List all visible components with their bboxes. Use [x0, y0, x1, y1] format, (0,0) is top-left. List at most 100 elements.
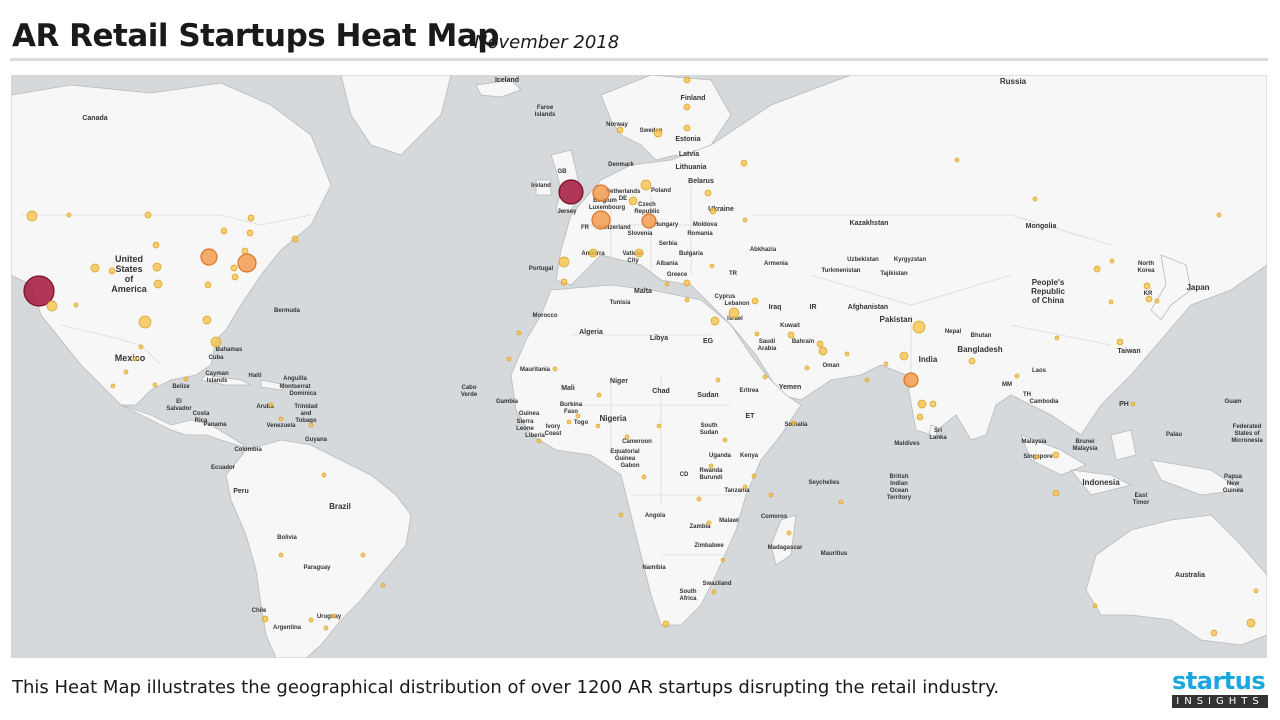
- startup-bubble-71[interactable]: [132, 356, 138, 362]
- startup-bubble-98[interactable]: [715, 377, 721, 383]
- startup-bubble-53[interactable]: [152, 241, 160, 249]
- startup-bubble-13[interactable]: [588, 248, 598, 258]
- startup-bubble-78[interactable]: [321, 472, 327, 478]
- startup-bubble-103[interactable]: [552, 366, 558, 372]
- hub-bubble-6[interactable]: [237, 253, 257, 273]
- startup-bubble-43[interactable]: [1054, 335, 1060, 341]
- startup-bubble-38[interactable]: [1052, 489, 1060, 497]
- startup-bubble-100[interactable]: [536, 438, 542, 444]
- startup-bubble-105[interactable]: [566, 419, 572, 425]
- startup-bubble-81[interactable]: [308, 617, 314, 623]
- world-map-svg[interactable]: Iceland Faroe Islands Finland Norway Sweden Es…: [11, 75, 1267, 658]
- startup-bubble-45[interactable]: [1130, 401, 1136, 407]
- startup-bubble-83[interactable]: [331, 613, 337, 619]
- startup-bubble-47[interactable]: [1032, 196, 1038, 202]
- startup-bubble-113[interactable]: [768, 492, 774, 498]
- startup-bubble-40[interactable]: [1210, 629, 1218, 637]
- startup-bubble-41[interactable]: [1253, 588, 1259, 594]
- startup-bubble-14[interactable]: [634, 248, 644, 258]
- startup-bubble-80[interactable]: [380, 582, 386, 588]
- startup-bubble-109[interactable]: [754, 331, 760, 337]
- startup-bubble-91[interactable]: [722, 437, 728, 443]
- startup-bubble-102[interactable]: [506, 356, 512, 362]
- startup-bubble-72[interactable]: [138, 344, 144, 350]
- startup-bubble-74[interactable]: [183, 376, 189, 382]
- hub-bubble-7[interactable]: [903, 372, 919, 388]
- startup-bubble-6[interactable]: [704, 189, 712, 197]
- startup-bubble-87[interactable]: [711, 589, 717, 595]
- hub-bubble-0[interactable]: [23, 275, 55, 307]
- startup-bubble-64[interactable]: [291, 235, 299, 243]
- startup-bubble-84[interactable]: [261, 615, 269, 623]
- startup-bubble-50[interactable]: [153, 279, 163, 289]
- startup-bubble-117[interactable]: [864, 377, 870, 383]
- startup-bubble-115[interactable]: [838, 499, 844, 505]
- startup-bubble-104[interactable]: [575, 413, 581, 419]
- startup-bubble-31[interactable]: [1143, 282, 1151, 290]
- startup-bubble-1[interactable]: [653, 128, 663, 138]
- startup-bubble-49[interactable]: [1216, 212, 1222, 218]
- startup-bubble-90[interactable]: [742, 484, 748, 490]
- startup-bubble-82[interactable]: [323, 625, 329, 631]
- startup-bubble-34[interactable]: [1116, 338, 1124, 346]
- startup-bubble-99[interactable]: [656, 423, 662, 429]
- startup-bubble-92[interactable]: [708, 463, 714, 469]
- startup-bubble-62[interactable]: [230, 264, 238, 272]
- startup-bubble-110[interactable]: [762, 374, 768, 380]
- startup-bubble-77[interactable]: [308, 422, 314, 428]
- startup-bubble-76[interactable]: [278, 416, 284, 422]
- startup-bubble-101[interactable]: [516, 330, 522, 336]
- startup-bubble-44[interactable]: [1014, 373, 1020, 379]
- startup-bubble-107[interactable]: [664, 281, 670, 287]
- startup-bubble-8[interactable]: [683, 103, 691, 111]
- startup-bubble-58[interactable]: [210, 336, 222, 348]
- startup-bubble-2[interactable]: [683, 124, 691, 132]
- startup-bubble-24[interactable]: [912, 320, 926, 334]
- startup-bubble-60[interactable]: [220, 227, 228, 235]
- startup-bubble-88[interactable]: [720, 557, 726, 563]
- startup-bubble-63[interactable]: [241, 247, 249, 255]
- startup-bubble-106[interactable]: [596, 392, 602, 398]
- startup-bubble-20[interactable]: [787, 331, 795, 339]
- startup-bubble-51[interactable]: [138, 315, 152, 329]
- startup-bubble-54[interactable]: [90, 263, 100, 273]
- startup-bubble-112[interactable]: [751, 473, 757, 479]
- hub-bubble-9[interactable]: [26, 210, 38, 222]
- startup-bubble-79[interactable]: [360, 552, 366, 558]
- startup-bubble-22[interactable]: [818, 346, 828, 356]
- startup-bubble-35[interactable]: [1154, 298, 1160, 304]
- startup-bubble-10[interactable]: [742, 217, 748, 223]
- startup-bubble-26[interactable]: [968, 357, 976, 365]
- startup-bubble-39[interactable]: [1246, 618, 1256, 628]
- startup-bubble-18[interactable]: [710, 316, 720, 326]
- startup-bubble-66[interactable]: [144, 211, 152, 219]
- world-map[interactable]: Iceland Faroe Islands Finland Norway Sweden Es…: [11, 75, 1267, 658]
- startup-bubble-7[interactable]: [740, 159, 748, 167]
- startup-bubble-25[interactable]: [899, 351, 909, 361]
- startup-bubble-65[interactable]: [246, 229, 254, 237]
- startup-bubble-21[interactable]: [816, 340, 824, 348]
- hub-bubble-4[interactable]: [641, 213, 657, 229]
- startup-bubble-95[interactable]: [641, 474, 647, 480]
- startup-bubble-30[interactable]: [1093, 265, 1101, 273]
- startup-bubble-36[interactable]: [1052, 451, 1060, 459]
- hub-bubble-2[interactable]: [592, 184, 610, 202]
- startup-bubble-94[interactable]: [595, 423, 601, 429]
- hub-bubble-3[interactable]: [591, 210, 611, 230]
- startup-bubble-68[interactable]: [73, 302, 79, 308]
- startup-bubble-12[interactable]: [558, 256, 570, 268]
- startup-bubble-85[interactable]: [278, 552, 284, 558]
- startup-bubbles[interactable]: [23, 76, 1259, 637]
- startup-bubble-59[interactable]: [247, 214, 255, 222]
- startup-bubble-89[interactable]: [706, 520, 712, 526]
- startup-bubble-9[interactable]: [683, 76, 691, 84]
- hub-bubble-5[interactable]: [200, 248, 218, 266]
- startup-bubble-16[interactable]: [709, 263, 715, 269]
- startup-bubble-111[interactable]: [791, 420, 797, 426]
- startup-bubble-17[interactable]: [728, 307, 740, 319]
- startup-bubble-48[interactable]: [1109, 258, 1115, 264]
- startup-bubble-0[interactable]: [640, 179, 652, 191]
- startup-bubble-15[interactable]: [683, 279, 691, 287]
- startup-bubble-73[interactable]: [152, 382, 158, 388]
- startup-bubble-86[interactable]: [662, 620, 670, 628]
